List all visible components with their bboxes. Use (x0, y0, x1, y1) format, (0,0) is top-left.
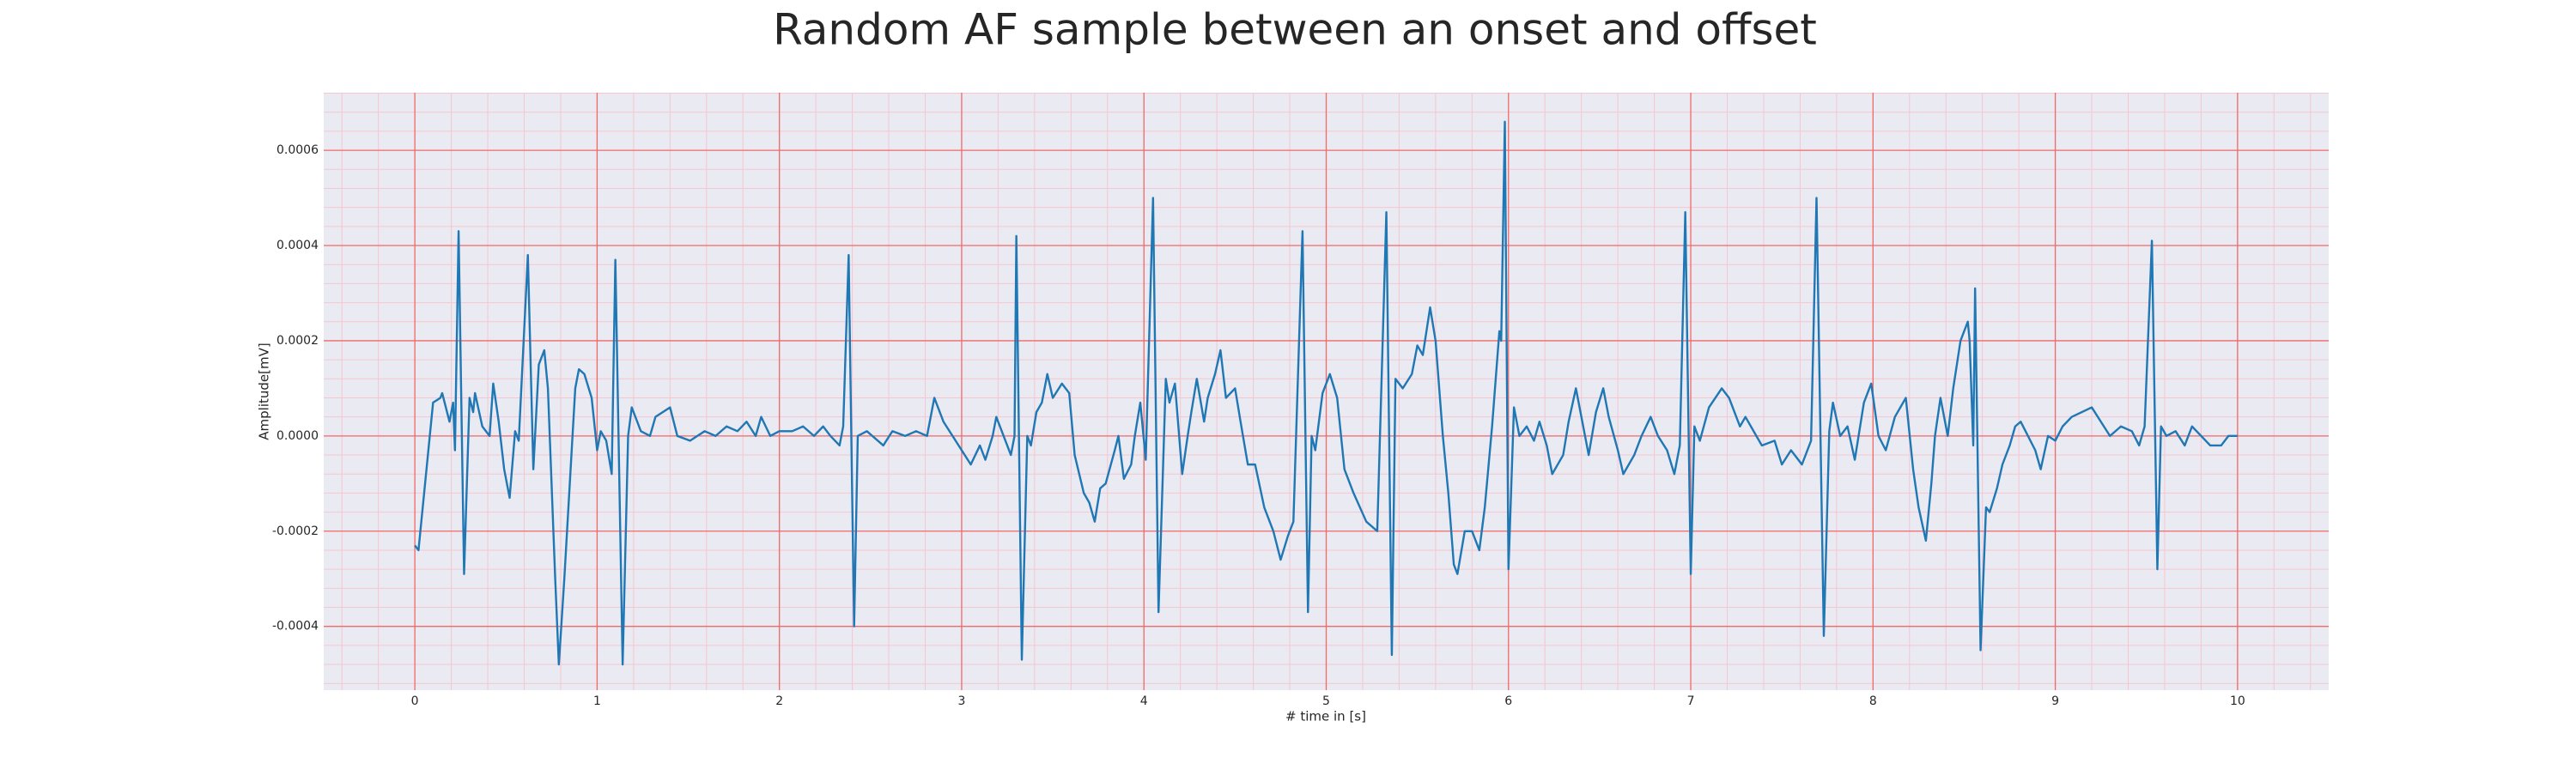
y-tick-label: 0.0006 (276, 143, 319, 157)
x-tick-label: 4 (1140, 694, 1148, 708)
x-tick-label: 7 (1687, 694, 1695, 708)
grid (324, 93, 2329, 690)
data-line (414, 120, 2238, 666)
x-axis-label: # time in [s] (1285, 709, 1366, 724)
plot (414, 120, 2238, 666)
y-tick-label: 0.0002 (276, 334, 319, 348)
y-tick-label: 0.0000 (276, 429, 319, 443)
x-tick-label: 10 (2230, 694, 2245, 708)
y-tick-label: -0.0002 (272, 524, 319, 538)
y-tick-label: 0.0004 (276, 239, 319, 252)
y-tick-label: -0.0004 (272, 620, 319, 634)
x-tick-label: 3 (957, 694, 965, 708)
x-tick-label: 2 (775, 694, 783, 708)
x-tick-label: 0 (411, 694, 419, 708)
x-tick-label: 9 (2051, 694, 2059, 708)
x-tick-label: 5 (1322, 694, 1330, 708)
x-tick-label: 6 (1504, 694, 1512, 708)
y-axis-label: Amplitude[mV] (257, 343, 272, 440)
chart-title: Random AF sample between an onset and of… (773, 5, 1817, 55)
x-tick-label: 1 (593, 694, 601, 708)
x-tick-label: 8 (1869, 694, 1877, 708)
